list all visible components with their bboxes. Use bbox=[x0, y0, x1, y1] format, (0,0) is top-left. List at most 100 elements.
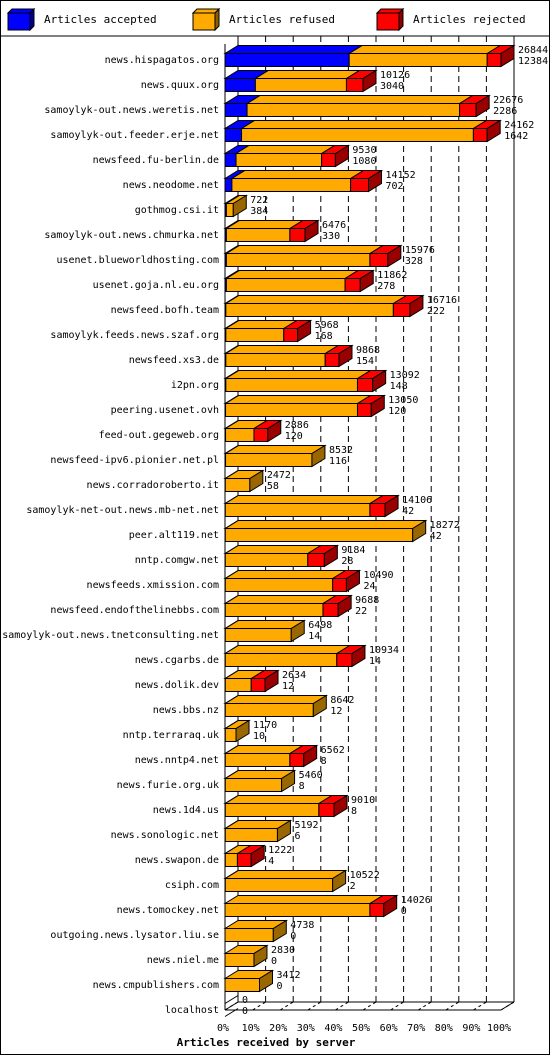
bar-side bbox=[409, 294, 424, 318]
floor-gridline bbox=[335, 1001, 349, 1011]
bar-total-label: 10126 bbox=[380, 70, 410, 81]
server-label: usenet.blueworldhosting.com bbox=[56, 255, 219, 266]
bar-refused-label: 22 bbox=[355, 606, 367, 617]
bar-total-label: 5968 bbox=[315, 320, 339, 331]
bar-refused-label: 328 bbox=[405, 256, 423, 267]
bar-refused-label: 0 bbox=[277, 981, 283, 992]
bar-segment-top bbox=[223, 520, 428, 529]
bar-total-label: 2830 bbox=[271, 945, 295, 956]
bar-refused-label: 702 bbox=[386, 181, 404, 192]
x-tick-label: 40% bbox=[324, 1023, 342, 1034]
bar-total-label: 8642 bbox=[330, 695, 354, 706]
bar-side bbox=[304, 219, 319, 243]
server-label: news.sonologic.net bbox=[111, 830, 219, 841]
bar-total-label: 9688 bbox=[355, 595, 379, 606]
bar-side bbox=[359, 269, 374, 293]
bar-segment bbox=[224, 553, 309, 567]
x-tick-label: 70% bbox=[407, 1023, 425, 1034]
bar-segment bbox=[472, 128, 488, 142]
bar-refused-label: 3040 bbox=[380, 81, 404, 92]
bar-segment-top bbox=[223, 645, 352, 654]
bar-total-label: 722 bbox=[250, 195, 268, 206]
legend-swatch bbox=[192, 12, 216, 31]
bar-segment bbox=[356, 378, 374, 392]
server-label: samoylyk-out.news.weretis.net bbox=[44, 105, 219, 116]
x-tick-label: 80% bbox=[435, 1023, 453, 1034]
bar-segment bbox=[336, 653, 353, 667]
server-label: samoylyk.feeds.news.szaf.org bbox=[50, 330, 219, 341]
server-label: newsfeed.fu-berlin.de bbox=[93, 155, 219, 166]
bar-segment bbox=[283, 328, 299, 342]
x-tick-label: 60% bbox=[380, 1023, 398, 1034]
bar-refused-label: 154 bbox=[356, 356, 374, 367]
server-label: samoylyk-net-out.news.mb-net.net bbox=[26, 505, 219, 516]
bar-side bbox=[311, 444, 326, 468]
bar-refused-label: 58 bbox=[267, 481, 279, 492]
bar-segment-top bbox=[245, 95, 475, 104]
bar-refused-label: 0 bbox=[401, 906, 407, 917]
bar-segment bbox=[224, 853, 238, 867]
server-label: i2pn.org bbox=[171, 380, 219, 391]
server-label: peer.alt119.net bbox=[129, 530, 219, 541]
server-label: samoylyk-out.news.tnetconsulting.net bbox=[2, 630, 219, 641]
bar-segment bbox=[318, 803, 335, 817]
bar-segment bbox=[369, 903, 385, 917]
bar-refused-label: 42 bbox=[430, 531, 442, 542]
bar-refused-label: 120 bbox=[285, 431, 303, 442]
bar-segment bbox=[225, 403, 358, 417]
bar-segment-top bbox=[223, 570, 348, 579]
bar-segment-top bbox=[224, 370, 373, 379]
bar-segment-top bbox=[224, 345, 340, 354]
bar-segment bbox=[225, 278, 346, 292]
bar-zero-edge bbox=[224, 995, 239, 1004]
bar-total-label: 5460 bbox=[299, 770, 323, 781]
server-label: news.cmpublishers.com bbox=[93, 980, 219, 991]
bar-side bbox=[334, 144, 349, 168]
server-label: newsfeeds.xmission.com bbox=[87, 580, 219, 591]
bar-refused-label: 12384 bbox=[518, 56, 548, 67]
bar-segment bbox=[224, 778, 283, 792]
server-label: news.1d4.us bbox=[153, 805, 219, 816]
bar-segment-top bbox=[223, 870, 348, 879]
bar-refused-label: 120 bbox=[388, 406, 406, 417]
bar-segment-top bbox=[223, 595, 338, 604]
bar-segment bbox=[486, 53, 502, 67]
bar-segment-top bbox=[224, 295, 409, 304]
server-label: news.furie.org.uk bbox=[117, 780, 219, 791]
bar-refused-label: 116 bbox=[329, 456, 347, 467]
bar-refused-label: 42 bbox=[402, 506, 414, 517]
floor-gridline bbox=[224, 1001, 239, 1011]
bar-segment bbox=[225, 428, 255, 442]
bar-segment bbox=[225, 353, 326, 367]
bar-segment bbox=[225, 378, 358, 392]
bar-segment-top bbox=[223, 545, 323, 554]
bar-refused-label: 1080 bbox=[352, 156, 376, 167]
bar-segment bbox=[321, 153, 336, 167]
bar-total-label: 16716 bbox=[427, 295, 457, 306]
bar-side bbox=[500, 44, 515, 68]
server-label: localhost bbox=[165, 1005, 219, 1016]
bar-total-label: 1222 bbox=[268, 845, 292, 856]
bar-total-label: 6498 bbox=[308, 620, 332, 631]
server-label: news.corradoroberto.it bbox=[87, 480, 219, 491]
bar-refused-label: 12 bbox=[330, 706, 342, 717]
bar-segment bbox=[224, 678, 252, 692]
bar-side bbox=[387, 244, 402, 268]
bar-total-label: 24162 bbox=[504, 120, 534, 131]
bar-segment bbox=[224, 903, 371, 917]
bar-segment bbox=[224, 803, 320, 817]
server-label: news.hispagatos.org bbox=[105, 55, 219, 66]
bar-segment-top bbox=[223, 695, 329, 704]
bar-side bbox=[235, 719, 250, 743]
bar-segment bbox=[369, 503, 386, 517]
bar-total-label: 9530 bbox=[352, 145, 376, 156]
server-label: nntp.terraraq.uk bbox=[123, 730, 219, 741]
bar-refused-label: 14 bbox=[308, 631, 320, 642]
bar-total-label: 1170 bbox=[253, 720, 277, 731]
server-label: newsfeed-ipv6.pionier.net.pl bbox=[50, 455, 219, 466]
bar-segment bbox=[235, 153, 323, 167]
server-label: newsfeed.xs3.de bbox=[129, 355, 219, 366]
bar-segment bbox=[224, 78, 256, 92]
bar-segment-top bbox=[223, 445, 327, 454]
